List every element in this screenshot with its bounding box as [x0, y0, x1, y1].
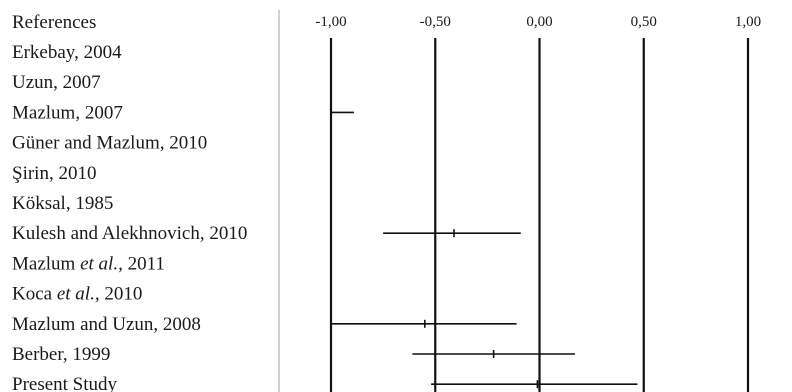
confidence-intervals [331, 111, 638, 389]
study-label-part: Şirin, 2010 [12, 163, 96, 184]
study-label: Erkebay, 2004 [12, 42, 122, 63]
study-label: Present Study [12, 374, 118, 392]
x-tick-label: 1,00 [735, 14, 761, 30]
study-label-part: Mazlum [12, 253, 80, 274]
references-header: References [12, 12, 96, 33]
x-tick-label: -1,00 [315, 14, 346, 30]
x-tick-label: 0,00 [526, 14, 552, 30]
x-tick-label: 0,50 [631, 14, 657, 30]
study-label-part: Present Study [12, 374, 118, 392]
study-label-part: Koca [12, 284, 57, 305]
study-label-part: et al., [57, 284, 100, 305]
study-label-part: Mazlum, 2007 [12, 102, 123, 123]
study-label-part: Köksal, 1985 [12, 193, 113, 214]
study-label: Mazlum et al., 2011 [12, 253, 165, 274]
study-label-part: Uzun, 2007 [12, 72, 101, 93]
study-label: Kulesh and Alekhnovich, 2010 [12, 223, 247, 244]
study-label: Koca et al., 2010 [12, 284, 142, 305]
study-label-part: Kulesh and Alekhnovich, 2010 [12, 223, 247, 244]
vertical-gridlines [329, 38, 750, 392]
study-label-part: Mazlum and Uzun, 2008 [12, 314, 201, 335]
x-tick-label: -0,50 [420, 14, 451, 30]
study-label: Köksal, 1985 [12, 193, 113, 214]
study-label-part: 2011 [123, 253, 165, 274]
study-labels: Erkebay, 2004 Uzun, 2007 Mazlum, 2007 Güner… [12, 42, 247, 392]
study-label-part: Erkebay, 2004 [12, 42, 122, 63]
study-label-part: Berber, 1999 [12, 344, 110, 365]
x-axis-tick-labels: -1,00 -0,50 0,00 0,50 1,00 [315, 14, 761, 30]
study-label-part: et al., [80, 253, 123, 274]
study-label: Uzun, 2007 [12, 72, 101, 93]
study-label: Güner and Mazlum, 2010 [12, 133, 207, 154]
study-label: Mazlum and Uzun, 2008 [12, 314, 201, 335]
study-label: Mazlum, 2007 [12, 102, 123, 123]
study-label-part: 2010 [100, 284, 143, 305]
study-label: Şirin, 2010 [12, 163, 96, 184]
study-label: Berber, 1999 [12, 344, 110, 365]
study-label-part: Güner and Mazlum, 2010 [12, 133, 207, 154]
